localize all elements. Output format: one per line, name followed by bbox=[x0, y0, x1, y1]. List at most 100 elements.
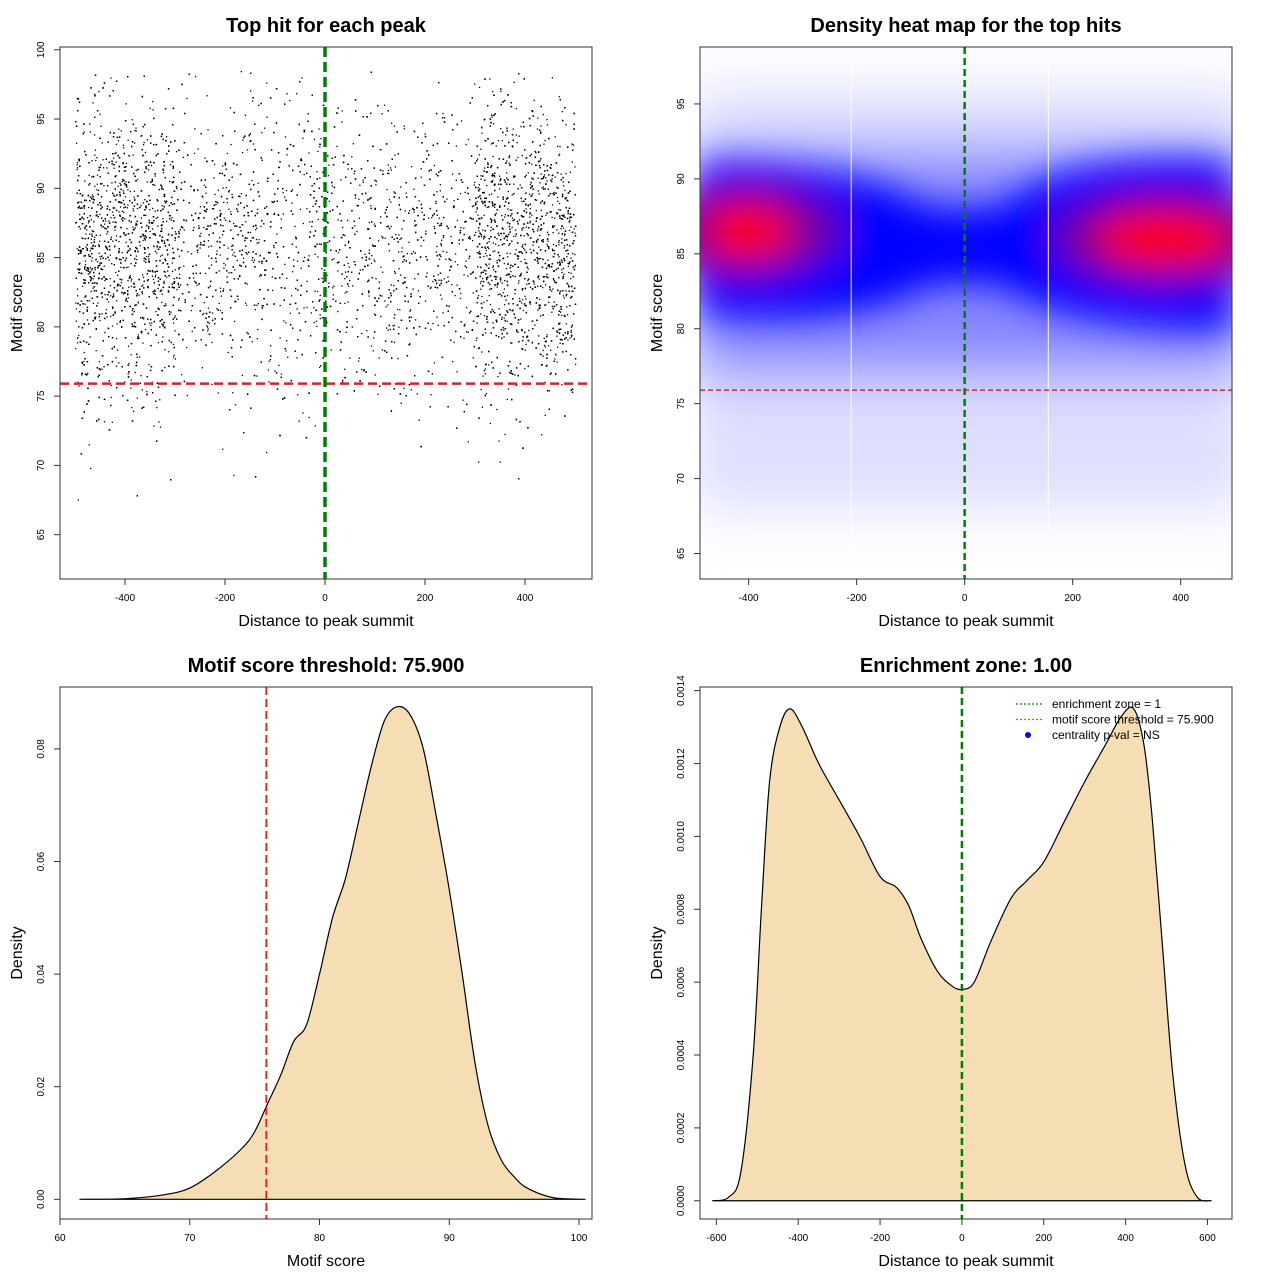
data-point bbox=[347, 219, 349, 222]
data-point bbox=[119, 182, 121, 184]
data-point bbox=[141, 285, 143, 287]
data-point bbox=[440, 245, 443, 247]
data-point bbox=[206, 326, 209, 328]
data-point bbox=[385, 327, 388, 329]
data-point bbox=[178, 255, 181, 257]
data-point bbox=[517, 331, 519, 333]
data-point bbox=[207, 129, 209, 131]
data-point bbox=[545, 214, 547, 216]
data-point bbox=[405, 192, 407, 194]
data-point bbox=[539, 234, 541, 237]
data-point bbox=[417, 290, 420, 292]
data-point bbox=[287, 356, 289, 358]
data-point bbox=[151, 228, 154, 230]
data-point bbox=[251, 179, 253, 182]
data-point bbox=[567, 339, 569, 341]
data-point bbox=[201, 314, 204, 316]
data-point bbox=[530, 195, 532, 197]
data-point bbox=[328, 282, 330, 284]
data-point bbox=[76, 162, 79, 164]
data-point bbox=[92, 102, 94, 104]
data-point bbox=[221, 234, 224, 236]
data-point bbox=[117, 140, 120, 142]
data-point bbox=[476, 201, 478, 203]
data-point bbox=[300, 158, 302, 160]
data-point bbox=[492, 266, 494, 268]
data-point bbox=[112, 157, 115, 159]
data-point bbox=[397, 358, 399, 360]
data-point bbox=[558, 256, 560, 258]
data-point bbox=[565, 295, 567, 297]
data-point bbox=[217, 392, 219, 394]
data-point bbox=[556, 346, 559, 348]
data-point bbox=[520, 318, 522, 320]
data-point bbox=[262, 305, 264, 307]
data-point bbox=[256, 375, 258, 377]
data-point bbox=[136, 356, 138, 358]
data-point bbox=[398, 268, 400, 270]
data-point bbox=[239, 275, 241, 278]
data-point bbox=[96, 183, 98, 185]
data-point bbox=[261, 131, 263, 134]
data-point bbox=[488, 364, 490, 366]
data-point bbox=[537, 309, 539, 311]
data-point bbox=[465, 331, 468, 333]
data-point bbox=[122, 190, 124, 192]
data-point bbox=[87, 222, 90, 224]
data-point bbox=[464, 191, 466, 194]
data-point bbox=[359, 184, 361, 186]
data-point bbox=[227, 247, 229, 249]
data-point bbox=[76, 168, 78, 171]
data-point bbox=[401, 247, 403, 249]
data-point bbox=[122, 144, 124, 146]
data-point bbox=[147, 255, 150, 257]
data-point bbox=[495, 212, 497, 215]
data-point bbox=[506, 160, 508, 162]
data-point bbox=[507, 256, 509, 258]
data-point bbox=[290, 295, 293, 297]
data-point bbox=[374, 374, 376, 376]
data-point bbox=[153, 425, 155, 427]
data-point bbox=[233, 222, 235, 225]
data-point bbox=[476, 315, 478, 318]
data-point bbox=[570, 257, 572, 259]
data-point bbox=[493, 176, 496, 178]
data-point bbox=[165, 304, 167, 307]
data-point bbox=[125, 234, 127, 236]
data-point bbox=[134, 304, 136, 307]
data-point bbox=[136, 258, 138, 261]
data-point bbox=[246, 283, 248, 285]
data-point bbox=[133, 190, 136, 192]
data-point bbox=[200, 232, 202, 235]
data-point bbox=[193, 190, 195, 192]
data-point bbox=[557, 200, 559, 202]
data-point bbox=[149, 230, 151, 233]
data-point bbox=[161, 323, 163, 325]
data-point bbox=[492, 90, 494, 93]
data-point bbox=[529, 183, 531, 186]
data-point bbox=[274, 370, 276, 372]
data-point bbox=[484, 139, 486, 142]
data-point bbox=[146, 139, 149, 141]
data-point bbox=[549, 349, 552, 351]
data-point bbox=[282, 192, 284, 194]
data-point bbox=[513, 235, 515, 237]
data-point bbox=[547, 245, 549, 247]
data-point bbox=[344, 302, 346, 304]
data-point bbox=[501, 140, 503, 142]
data-point bbox=[92, 287, 94, 289]
data-point bbox=[480, 178, 482, 180]
data-point bbox=[537, 285, 539, 288]
data-point bbox=[134, 198, 136, 200]
data-point bbox=[548, 301, 550, 303]
data-point bbox=[315, 320, 318, 322]
data-point bbox=[174, 315, 176, 317]
data-point bbox=[488, 258, 490, 260]
data-point bbox=[511, 372, 513, 375]
data-point bbox=[499, 175, 501, 177]
data-point bbox=[96, 157, 98, 159]
data-point bbox=[132, 208, 134, 210]
data-point bbox=[114, 152, 116, 155]
data-point bbox=[509, 252, 511, 255]
data-point bbox=[540, 125, 542, 127]
